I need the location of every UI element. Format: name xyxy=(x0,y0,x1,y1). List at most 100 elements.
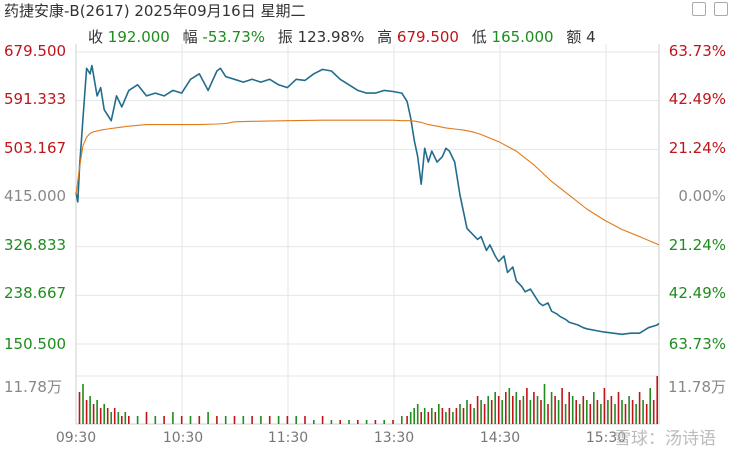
volume-bar xyxy=(624,404,627,424)
y-tick-right: 0.00% xyxy=(678,187,726,205)
y-tick-right: 21.24% xyxy=(668,139,726,157)
volume-axis-label-left: 11.78万 xyxy=(4,378,62,396)
volume-bar xyxy=(638,392,641,424)
volume-bar xyxy=(106,408,109,424)
volume-bar xyxy=(603,388,606,424)
volume-bar xyxy=(357,420,359,424)
volume-bar xyxy=(533,392,535,424)
volume-bar xyxy=(416,404,419,424)
y-tick-right: 21.24% xyxy=(668,236,726,254)
volume-bar xyxy=(621,400,623,424)
volume-bar xyxy=(571,396,574,424)
volume-bar xyxy=(198,416,201,424)
volume-bar xyxy=(124,412,127,424)
volume-bar xyxy=(313,420,315,424)
volume-bar xyxy=(145,412,148,424)
volume-bar xyxy=(268,416,271,424)
volume-bar xyxy=(600,404,602,424)
volume-bar xyxy=(82,384,84,424)
volume-bar xyxy=(635,404,637,424)
volume-bar xyxy=(427,412,430,424)
volume-bar xyxy=(480,400,482,424)
volume-bar xyxy=(483,404,486,424)
volume-bar xyxy=(233,416,236,424)
volume-bar xyxy=(550,392,553,424)
y-tick-left: 238.667 xyxy=(4,284,67,302)
volume-bar xyxy=(96,400,98,424)
price-line xyxy=(75,64,660,336)
volume-bar xyxy=(434,412,437,424)
volume-bar xyxy=(519,400,521,424)
volume-bar xyxy=(589,404,592,424)
volume-bar xyxy=(462,408,465,424)
volume-bar xyxy=(89,396,91,424)
volume-bar xyxy=(445,412,447,424)
stat-value: -53.73% xyxy=(202,28,266,46)
volume-bar xyxy=(497,396,500,424)
volume-bar xyxy=(617,392,620,424)
volume-bar xyxy=(554,396,556,424)
window-controls xyxy=(692,2,728,16)
y-tick-right: 42.49% xyxy=(668,284,726,302)
volume-bar xyxy=(189,416,192,424)
volume-bar xyxy=(330,420,333,424)
volume-bar xyxy=(304,416,306,424)
volume-bar xyxy=(78,392,81,424)
volume-bar xyxy=(113,408,116,424)
volume-bar xyxy=(487,396,489,424)
stat-value: 679.500 xyxy=(396,28,459,46)
volume-bar xyxy=(260,416,262,424)
volume-bar xyxy=(110,412,112,424)
volume-bar xyxy=(136,416,139,424)
close-icon[interactable] xyxy=(714,2,728,16)
volume-bar xyxy=(216,416,218,424)
y-tick-left: 503.167 xyxy=(4,139,67,157)
average-line xyxy=(75,119,660,246)
volume-bar xyxy=(522,396,525,424)
volume-bar xyxy=(543,384,546,424)
volume-bar xyxy=(586,400,588,424)
volume-bar xyxy=(455,408,458,424)
volume-bar xyxy=(348,420,350,424)
stat-value: 165.000 xyxy=(491,28,554,46)
volume-bar xyxy=(207,412,209,424)
volume-bar xyxy=(409,412,412,424)
volume-bar xyxy=(420,412,422,424)
volume-bar xyxy=(374,420,377,424)
y-tick-left: 326.833 xyxy=(4,236,67,254)
volume-bar xyxy=(593,392,595,424)
restore-icon[interactable] xyxy=(692,2,706,16)
volume-bar xyxy=(515,392,518,424)
volume-bar xyxy=(286,416,289,424)
stat-label: 额 xyxy=(566,28,582,46)
volume-bar xyxy=(490,400,493,424)
y-tick-right: 63.73% xyxy=(668,335,726,353)
volume-bar xyxy=(277,416,280,424)
volume-bar xyxy=(614,404,616,424)
stat-label: 幅 xyxy=(182,28,198,46)
y-tick-left: 679.500 xyxy=(4,42,67,60)
x-tick: 14:30 xyxy=(479,430,521,446)
volume-bar xyxy=(476,396,479,424)
volume-bar xyxy=(99,408,102,424)
stats-bar: 收 192.000 幅 -53.73% 振 123.98% 高 679.500 … xyxy=(80,26,596,47)
volume-bar xyxy=(365,420,368,424)
volume-bar xyxy=(578,404,581,424)
volume-bar xyxy=(557,400,560,424)
volume-bar xyxy=(172,412,174,424)
x-tick: 10:30 xyxy=(162,430,204,446)
volume-bar xyxy=(596,400,599,424)
volume-bar xyxy=(180,416,183,424)
volume-bar xyxy=(406,416,408,424)
volume-bar xyxy=(501,400,503,424)
volume-bar xyxy=(505,392,507,424)
volume-bar xyxy=(607,400,609,424)
volume-bar xyxy=(321,416,324,424)
volume-bar xyxy=(431,408,433,424)
x-tick: 15:30 xyxy=(585,430,627,446)
y-tick-left: 150.500 xyxy=(4,335,67,353)
stat-label: 低 xyxy=(471,28,487,46)
x-tick: 13:30 xyxy=(373,430,415,446)
volume-bar xyxy=(512,396,514,424)
